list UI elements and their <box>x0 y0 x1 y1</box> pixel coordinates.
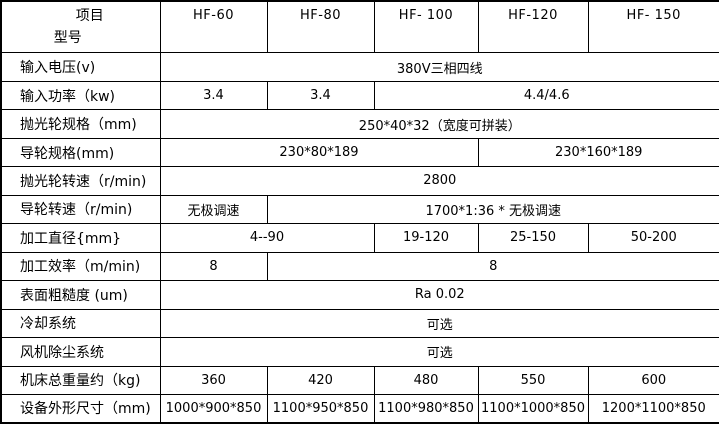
value-cell: 25-150 <box>477 223 589 253</box>
value-cell: 4--90 <box>159 223 375 253</box>
value-cell: 19-120 <box>373 223 479 253</box>
value-cell: 可选 <box>159 308 719 339</box>
row-label-guide-wheel-spec: 导轮规格(mm) <box>0 137 161 168</box>
row-label-polishing-wheel-speed: 抛光轮转速（r/min) <box>0 166 161 196</box>
table-row: 设备外形尺寸（mm) 1000*900*850 1100*950*850 110… <box>0 393 719 424</box>
table-row: 抛光轮规格（mm) 250*40*32（宽度可拼装） <box>0 109 719 139</box>
header-model-hf60: HF-60 <box>159 0 268 54</box>
value-cell: 1100*980*850 <box>373 393 479 424</box>
value-cell: 3.4 <box>266 80 375 111</box>
header-row: 项目 型号 HF-60 HF-80 HF- 100 HF-120 HF- 150 <box>0 0 719 54</box>
header-model-hf80: HF-80 <box>266 0 375 54</box>
table-row: 导轮转速（r/min) 无极调速 1700*1:36 * 无极调速 <box>0 194 719 225</box>
value-cell: 420 <box>266 365 375 395</box>
row-label-processing-efficiency: 加工效率（m/min) <box>0 251 161 282</box>
value-cell: 230*80*189 <box>159 137 479 168</box>
value-cell: 1000*900*850 <box>159 393 268 424</box>
table-row: 导轮规格(mm) 230*80*189 230*160*189 <box>0 137 719 168</box>
value-cell: 360 <box>159 365 268 395</box>
value-cell: 1700*1:36 * 无极调速 <box>266 194 719 225</box>
value-cell: 4.4/4.6 <box>373 80 719 111</box>
table-row: 冷却系统 可选 <box>0 308 719 339</box>
table-row: 风机除尘系统 可选 <box>0 337 719 367</box>
value-cell: 250*40*32（宽度可拼装） <box>159 109 719 139</box>
table-row: 机床总重量约（kg) 360 420 480 550 600 <box>0 365 719 395</box>
row-label-polishing-wheel-spec: 抛光轮规格（mm) <box>0 109 161 139</box>
table-row: 输入电压(v) 380V三相四线 <box>0 52 719 82</box>
header-item-label: 项目 <box>75 8 104 24</box>
header-corner-cell: 项目 型号 <box>0 0 161 54</box>
value-cell: Ra 0.02 <box>159 280 719 310</box>
value-cell: 1100*1000*850 <box>477 393 589 424</box>
row-label-cooling-system: 冷却系统 <box>0 308 161 339</box>
value-cell: 380V三相四线 <box>159 52 719 82</box>
row-label-machine-dimensions: 设备外形尺寸（mm) <box>0 393 161 424</box>
value-cell: 550 <box>477 365 589 395</box>
value-cell: 1100*950*850 <box>266 393 375 424</box>
row-label-machine-weight: 机床总重量约（kg) <box>0 365 161 395</box>
value-cell: 480 <box>373 365 479 395</box>
value-cell: 50-200 <box>587 223 719 253</box>
value-cell: 2800 <box>159 166 719 196</box>
header-model-hf100: HF- 100 <box>373 0 479 54</box>
value-cell: 8 <box>266 251 719 282</box>
value-cell: 3.4 <box>159 80 268 111</box>
table-row: 加工效率（m/min) 8 8 <box>0 251 719 282</box>
row-label-input-voltage: 输入电压(v) <box>0 52 161 82</box>
header-model-label: 型号 <box>53 30 82 46</box>
value-cell: 可选 <box>159 337 719 367</box>
row-label-processing-diameter: 加工直径{mm} <box>0 223 161 253</box>
table-row: 抛光轮转速（r/min) 2800 <box>0 166 719 196</box>
row-label-fan-dust-removal-system: 风机除尘系统 <box>0 337 161 367</box>
row-label-surface-roughness: 表面粗糙度 (um) <box>0 280 161 310</box>
value-cell: 8 <box>159 251 268 282</box>
header-model-hf150: HF- 150 <box>587 0 719 54</box>
table-row: 加工直径{mm} 4--90 19-120 25-150 50-200 <box>0 223 719 253</box>
value-cell: 1200*1100*850 <box>587 393 719 424</box>
table-row: 输入功率（kw) 3.4 3.4 4.4/4.6 <box>0 80 719 111</box>
header-model-hf120: HF-120 <box>477 0 589 54</box>
table-row: 表面粗糙度 (um) Ra 0.02 <box>0 280 719 310</box>
value-cell: 600 <box>587 365 719 395</box>
value-cell: 230*160*189 <box>477 137 719 168</box>
row-label-guide-wheel-speed: 导轮转速（r/min) <box>0 194 161 225</box>
value-cell: 无极调速 <box>159 194 268 225</box>
row-label-input-power: 输入功率（kw) <box>0 80 161 111</box>
